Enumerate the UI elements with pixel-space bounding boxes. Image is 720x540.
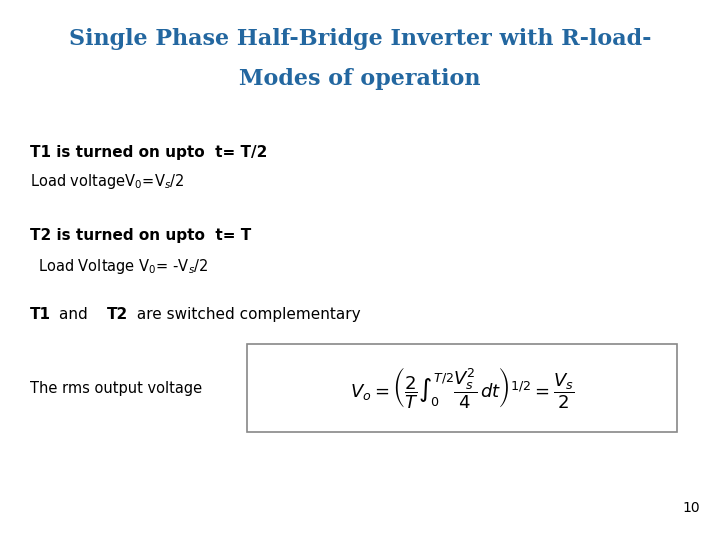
Text: Load voltageV$_0$=V$_s$/2: Load voltageV$_0$=V$_s$/2 <box>30 172 184 191</box>
Text: T2: T2 <box>107 307 128 322</box>
Text: 10: 10 <box>683 501 700 515</box>
Text: T1: T1 <box>30 307 51 322</box>
Text: $V_o = \left(\dfrac{2}{T} \int_0^{T/2} \dfrac{V_s^2}{4}\, dt\right)^{1/2} = \dfr: $V_o = \left(\dfrac{2}{T} \int_0^{T/2} \… <box>350 366 575 410</box>
Text: T2 is turned on upto  t= T: T2 is turned on upto t= T <box>30 228 251 243</box>
Text: T1 is turned on upto  t= T/2: T1 is turned on upto t= T/2 <box>30 145 267 160</box>
Text: Load Voltage V$_0$= -V$_s$/2: Load Voltage V$_0$= -V$_s$/2 <box>38 257 208 276</box>
Text: The rms output voltage: The rms output voltage <box>30 381 202 395</box>
FancyBboxPatch shape <box>247 344 677 432</box>
Text: and: and <box>59 307 97 322</box>
Text: Modes of operation: Modes of operation <box>239 68 481 90</box>
Text: are switched complementary: are switched complementary <box>132 307 361 322</box>
Text: Single Phase Half-Bridge Inverter with R-load-: Single Phase Half-Bridge Inverter with R… <box>68 28 652 50</box>
